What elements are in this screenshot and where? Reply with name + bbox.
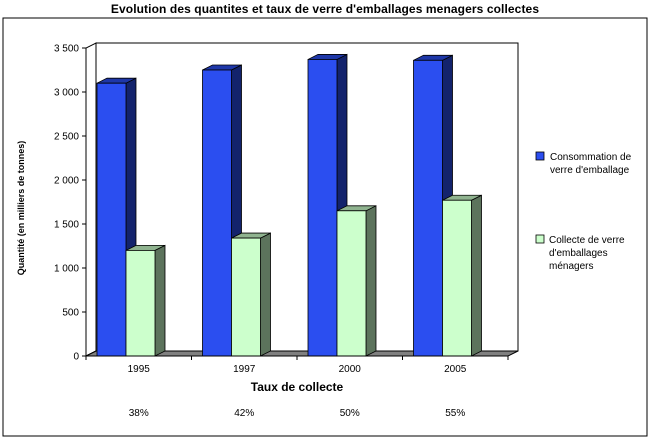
bar-front [442,199,472,357]
legend-entry: d'emballages [549,248,608,259]
y-tick-label: 2 500 [54,132,79,143]
legend-entry: ménagers [549,261,593,272]
bar-collecte-1997 [231,232,271,357]
collection-rate-label: 50% [340,408,360,419]
legend-entry: Collecte de verre [549,235,625,246]
bar-side [154,244,166,357]
bar-side [471,194,482,357]
collection-rate-label: 55% [445,408,465,419]
y-axis-label: Quantité (en milliers de tonnes) [16,141,26,276]
side-wall [85,42,97,357]
collection-rate-label: 38% [129,408,149,419]
y-axis: 0 500 1 000 1 500 2 000 2 500 3 000 3 500 [54,44,87,363]
x-tick-label: 2000 [339,364,362,375]
bar-front [125,249,156,357]
bars [96,53,482,357]
x-axis-label: Taux de collecte [251,380,344,394]
y-tick-label: 3 500 [54,44,79,55]
bar-front [413,59,443,357]
bar-side [365,205,377,357]
x-tick-label: 1997 [233,364,256,375]
legend-swatch [535,151,545,161]
bar-side [260,232,271,357]
x-tick-label: 1995 [128,364,151,375]
bar-front [307,59,338,357]
y-tick-label: 2 000 [54,176,79,187]
legend-swatch [535,234,545,244]
collection-rate-label: 42% [234,408,254,419]
legend-entry: Consommation de [550,152,632,163]
bar-front [96,82,127,357]
chart-area-border [2,17,648,437]
bar-front [336,210,367,357]
y-tick-label: 3 000 [54,88,79,99]
legend-entry: verre d'emballage [550,165,630,176]
bar-collecte-2000 [336,205,377,357]
x-axis: 1995 1997 2000 2005 [85,355,509,375]
collection-rates: 38% 42% 50% 55% [129,408,466,419]
bar-collecte-2005 [442,194,482,357]
bar-front [231,237,261,357]
y-tick-label: 1 500 [54,220,79,231]
legend: Consommation de verre d'emballage Collecte… [535,151,632,272]
y-tick-label: 1 000 [54,264,79,275]
y-tick-label: 0 [73,352,79,363]
bar-collecte-1995 [125,244,166,357]
y-tick-label: 500 [62,308,79,319]
x-tick-label: 2005 [444,364,467,375]
chart-title: Evolution des quantites et taux de verre… [110,2,540,16]
bar-front [202,69,232,357]
